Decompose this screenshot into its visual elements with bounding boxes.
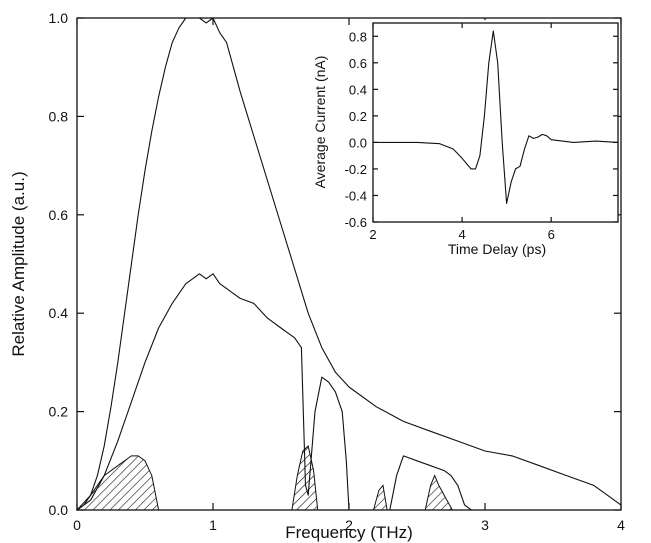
inset-y-tick-label: -0.6 (345, 215, 367, 230)
main-y-tick-label: 0.8 (49, 108, 69, 124)
inset-y-tick-label: -0.2 (345, 162, 367, 177)
inset-background (370, 20, 618, 222)
main-series-line-2 (76, 273, 621, 511)
main-x-tick-label: 1 (209, 517, 217, 533)
main-series-line-1 (76, 17, 622, 511)
main-y-axis-title: Relative Amplitude (a.u.) (9, 171, 28, 356)
main-y-tick-label: 0.2 (49, 404, 69, 420)
main-y-tick-label: 0.0 (49, 502, 69, 518)
main-x-tick-label: 4 (617, 517, 625, 533)
inset-y-tick-label: 0.8 (349, 29, 367, 44)
main-x-tick-label: 0 (73, 517, 81, 533)
inset-y-tick-label: -0.4 (345, 188, 367, 203)
main-plot-area: 0 1 2 3 4 0.0 0.2 0.4 0.6 0.8 1.0 Frequency (THz)… (9, 10, 625, 542)
main-y-tick-label: 0.6 (49, 207, 69, 223)
inset-plot-frame (372, 22, 619, 223)
main-y-axis: 0.0 0.2 0.4 0.6 0.8 1.0 (49, 10, 621, 518)
main-x-axis-title: Frequency (THz) (285, 523, 413, 542)
inset-x-axis-title: Time Delay (ps) (448, 241, 546, 257)
inset-y-tick-label: 0.6 (349, 56, 367, 71)
main-x-tick-label: 3 (481, 517, 489, 533)
main-y-tick-label: 1.0 (49, 10, 69, 26)
main-x-axis: 0 1 2 3 4 (73, 18, 625, 533)
hatched-region-4 (424, 474, 454, 511)
inset-y-tick-label: 0.4 (349, 82, 367, 97)
inset-x-tick-label: 6 (548, 227, 555, 242)
inset-series-line-1 (373, 30, 619, 204)
inset-y-axis: -0.6 -0.4 -0.2 0.0 0.2 0.4 0.6 0.8 (345, 29, 618, 230)
main-series-group (76, 17, 622, 511)
inset-x-tick-label: 2 (369, 227, 376, 242)
main-y-tick-label: 0.4 (49, 305, 69, 321)
hatched-region-1 (75, 455, 160, 511)
inset-x-tick-label: 4 (458, 227, 465, 242)
inset-plot-area: 2 4 6 -0.6 -0.4 -0.2 0.0 0.2 0.4 0.6 0.8 Time Del… (312, 20, 619, 257)
inset-y-axis-title: Average Current (nA) (312, 56, 328, 189)
inset-x-axis: 2 4 6 (369, 23, 555, 242)
main-x-tick-label: 2 (345, 517, 353, 533)
inset-series-group (373, 30, 619, 204)
inset-y-tick-label: 0.2 (349, 109, 367, 124)
hatched-region-3 (372, 484, 388, 511)
inset-y-tick-label: 0.0 (349, 135, 367, 150)
